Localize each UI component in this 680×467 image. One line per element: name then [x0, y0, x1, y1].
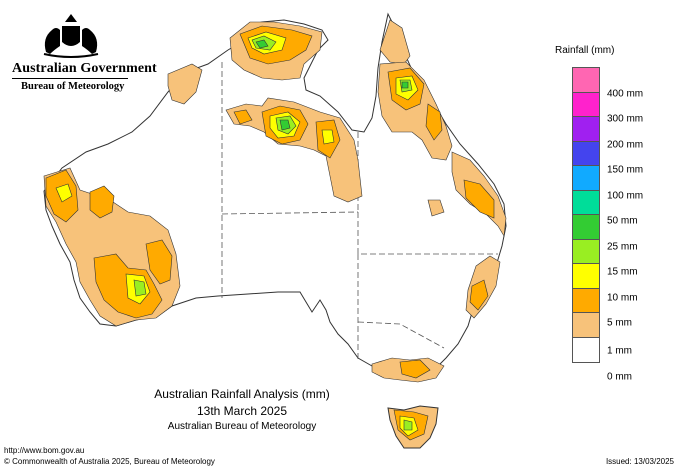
rain-area-nt-west [233, 109, 253, 125]
legend-swatch [573, 288, 599, 313]
org-subtitle: Bureau of Meteorology [21, 81, 125, 92]
copyright-notice: © Commonwealth of Australia 2025, Bureau… [4, 457, 215, 466]
map-title: Australian Rainfall Analysis (mm) [154, 387, 330, 401]
org-title: Australian Government [12, 61, 157, 76]
rain-regions-25mm [255, 39, 409, 131]
legend-label: 1 mm [607, 345, 632, 357]
rain-area-wa-east [145, 239, 173, 285]
nsw-vic-border [357, 321, 445, 349]
rain-area-qld-inland [427, 199, 445, 217]
issued-date: Issued: 13/03/2025 [605, 457, 674, 466]
legend-swatch [573, 141, 599, 166]
map-source: Australian Bureau of Meteorology [167, 421, 317, 432]
rain-area-nt-east-core [321, 129, 335, 145]
rain-area-qld-25 [401, 81, 409, 89]
rain-area-nsw-coast-inner [469, 279, 489, 311]
rain-area-wa-sw-15 [133, 279, 147, 297]
divider [12, 78, 128, 79]
rain-area-wa-west-core [55, 183, 73, 203]
legend-swatch [573, 92, 599, 117]
legend-label: 400 mm [607, 88, 644, 100]
legend-swatch [573, 313, 599, 338]
coat-of-arms-icon [43, 14, 99, 58]
legend-swatch [573, 190, 599, 215]
legend-label: 150 mm [607, 164, 644, 176]
legend-label: 200 mm [607, 139, 644, 151]
legend-swatch [573, 166, 599, 191]
map-date: 13th March 2025 [196, 404, 288, 418]
legend-swatch [573, 215, 599, 240]
state-borders [221, 62, 498, 362]
rain-area-kimberley [167, 63, 203, 105]
website-link[interactable]: http://www.bom.gov.au [4, 446, 85, 455]
legend-swatch [573, 239, 599, 264]
legend-label: 100 mm [607, 190, 644, 202]
nt-sa-border [221, 211, 359, 215]
rain-area-wa-inland [89, 185, 115, 219]
legend-label: 0 mm [607, 371, 632, 383]
rain-area-tas-15 [403, 419, 413, 431]
rain-area-qld-coast-inner [425, 103, 443, 141]
rain-area-nt-25 [279, 119, 291, 131]
legend-label: 10 mm [607, 292, 638, 304]
legend-swatch [573, 68, 599, 93]
rain-area-victoria-inner [399, 359, 431, 379]
legend-swatch [573, 264, 599, 289]
legend-swatch [573, 117, 599, 142]
legend-label: 300 mm [607, 113, 644, 125]
legend-label: 5 mm [607, 317, 632, 329]
legend-label: 15 mm [607, 266, 638, 278]
legend-swatch [573, 337, 599, 362]
legend-color-bar [572, 67, 600, 363]
legend-label: 25 mm [607, 241, 638, 253]
rain-area-top-end-25 [255, 39, 269, 49]
rain-area-qld-se-inner [463, 179, 495, 219]
legend-label: 50 mm [607, 215, 638, 227]
legend-title: Rainfall (mm) [555, 45, 615, 56]
rain-area-cape-york [379, 19, 411, 65]
